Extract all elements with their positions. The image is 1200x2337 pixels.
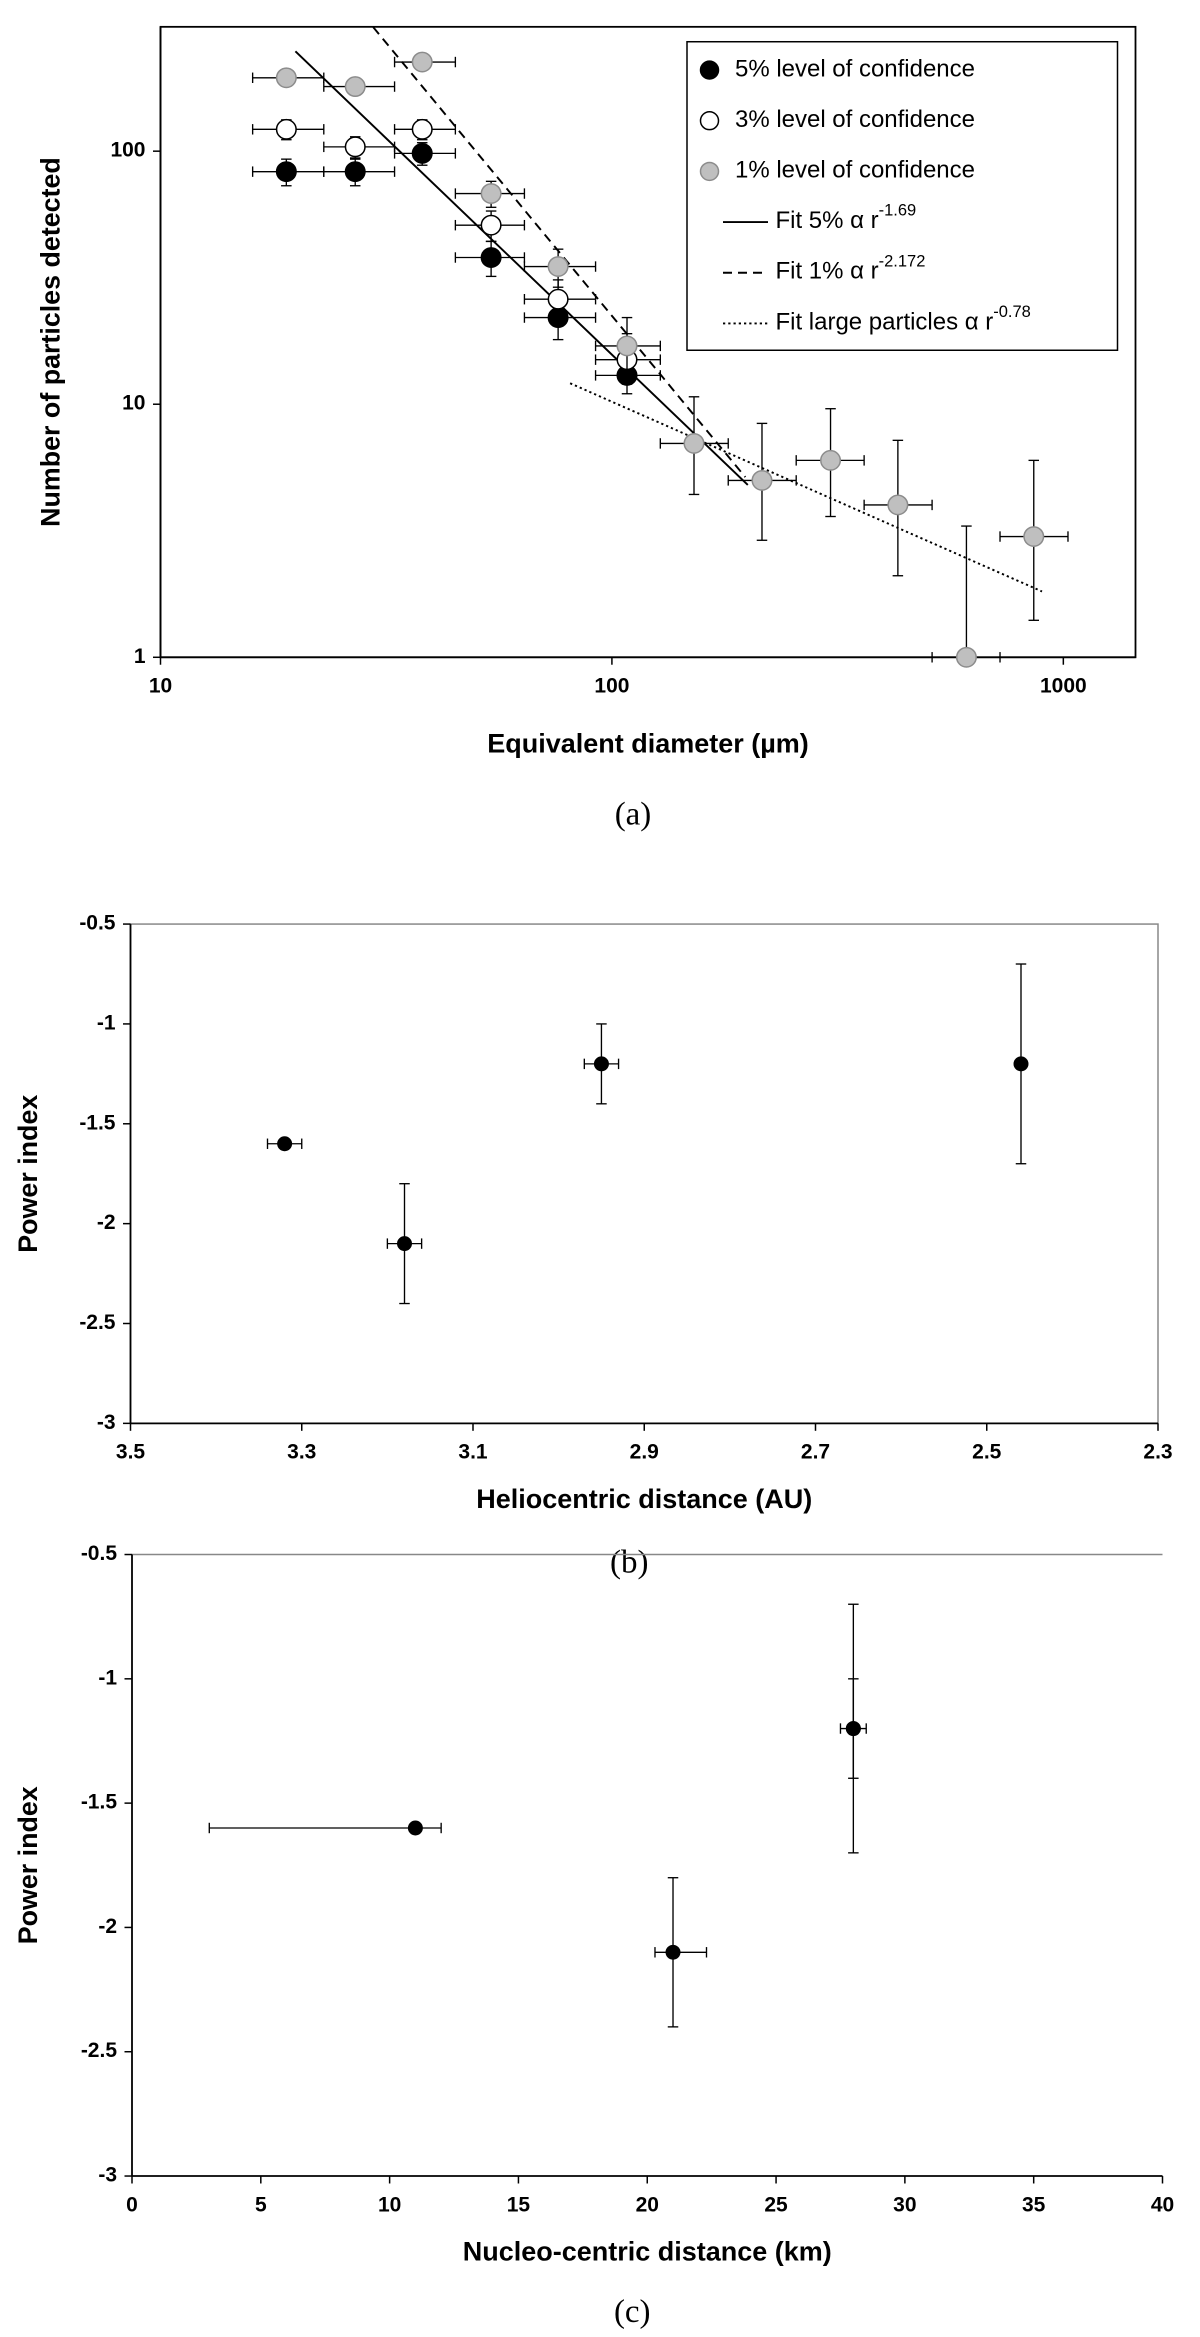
- data-point: [593, 1056, 609, 1072]
- legend-marker: [699, 161, 720, 182]
- data-point: [845, 1721, 861, 1736]
- data-point: [820, 449, 842, 471]
- legend-box: [686, 40, 1119, 351]
- x-tick-label: 20: [636, 2193, 659, 2216]
- legend-exponent: -2.172: [879, 253, 926, 271]
- legend-label-text: Fit 1% α r: [776, 258, 879, 285]
- data-point: [887, 494, 909, 516]
- data-point: [275, 161, 297, 183]
- caption: (c): [614, 2294, 651, 2330]
- y-tick-label: 100: [110, 139, 145, 162]
- x-tick-label: 3.3: [287, 1441, 316, 1464]
- data-point: [547, 288, 569, 310]
- data-point: [616, 335, 638, 357]
- data-point: [411, 118, 433, 140]
- x-tick-label: 35: [1022, 2193, 1046, 2216]
- data-point: [275, 118, 297, 140]
- data-point: [1023, 526, 1045, 547]
- legend-label: 5% level of confidence: [735, 55, 975, 82]
- y-tick-label: -2: [97, 1211, 116, 1234]
- y-tick-label: -2.5: [79, 1311, 116, 1334]
- y-axis-label: Number of particles detected: [36, 157, 66, 527]
- data-point: [751, 469, 773, 491]
- y-tick-label: 1: [134, 645, 146, 668]
- x-tick-label: 1000: [1040, 675, 1087, 698]
- legend-label: Fit 5% α r-1.69: [776, 202, 917, 234]
- x-axis-label: Nucleo-centric distance (km): [463, 2237, 832, 2267]
- plot-frame: [129, 923, 1159, 1425]
- data-point: [344, 161, 366, 183]
- y-tick-label: 10: [122, 392, 145, 415]
- legend-exponent: -0.78: [993, 303, 1031, 321]
- x-tick-label: 5: [255, 2193, 267, 2216]
- x-tick-label: 2.9: [630, 1441, 659, 1464]
- legend-label: 1% level of confidence: [735, 157, 975, 184]
- x-tick-label: 0: [126, 2193, 138, 2216]
- fit-line: [294, 50, 749, 486]
- data-point: [344, 136, 366, 158]
- data-point: [955, 646, 977, 668]
- x-tick-label: 2.5: [972, 1441, 1002, 1464]
- legend-label-text: Fit large particles α r: [776, 309, 994, 336]
- y-tick-label: -3: [97, 1411, 116, 1434]
- x-tick-label: 3.1: [458, 1441, 488, 1464]
- x-tick-label: 100: [594, 675, 629, 698]
- fit-line: [569, 382, 1043, 593]
- data-point: [665, 1944, 681, 1960]
- legend-marker: [699, 60, 720, 80]
- y-axis-label: Power index: [13, 1786, 43, 1944]
- x-tick-label: 30: [893, 2193, 916, 2216]
- data-point: [547, 256, 569, 277]
- x-tick-label: 2.7: [801, 1441, 830, 1464]
- fit-line: [372, 26, 747, 478]
- caption: (b): [610, 1545, 648, 1581]
- data-point: [407, 1820, 423, 1836]
- data-point: [275, 67, 297, 89]
- x-tick-label: 2.3: [1143, 1441, 1172, 1464]
- data-point: [411, 142, 433, 164]
- legend-label: Fit large particles α r-0.78: [776, 303, 1031, 335]
- x-axis-label: Equivalent diameter (µm): [487, 728, 809, 758]
- x-tick-label: 15: [507, 2193, 531, 2216]
- x-axis-label: Heliocentric distance (AU): [476, 1484, 812, 1514]
- data-point: [480, 247, 502, 268]
- data-point: [683, 432, 705, 454]
- legend-label: 3% level of confidence: [735, 106, 975, 133]
- y-tick-label: -1: [97, 1011, 116, 1034]
- y-tick-label: -0.5: [79, 912, 116, 935]
- caption: (a): [615, 796, 652, 832]
- y-tick-label: -3: [98, 2164, 117, 2187]
- legend-exponent: -1.69: [879, 202, 917, 220]
- data-point: [480, 183, 502, 204]
- x-tick-label: 25: [764, 2193, 788, 2216]
- y-tick-label: -2.5: [81, 2039, 118, 2062]
- x-tick-label: 10: [149, 675, 172, 698]
- y-axis-label: Power index: [13, 1095, 43, 1253]
- data-point: [1013, 1056, 1029, 1072]
- legend-label: Fit 1% α r-2.172: [776, 253, 926, 285]
- data-point: [411, 51, 433, 73]
- data-point: [277, 1136, 293, 1152]
- data-point: [344, 76, 366, 98]
- legend-marker: [699, 111, 720, 131]
- x-tick-label: 3.5: [116, 1441, 146, 1464]
- y-tick-label: -1.5: [81, 1791, 118, 1814]
- y-tick-label: -0.5: [81, 1542, 118, 1565]
- data-point: [480, 214, 502, 236]
- legend-label-text: Fit 5% α r: [776, 207, 879, 234]
- x-tick-label: 10: [378, 2193, 401, 2216]
- y-tick-label: -1: [98, 1666, 117, 1689]
- y-tick-label: -1.5: [79, 1111, 116, 1134]
- x-tick-label: 40: [1151, 2193, 1174, 2216]
- y-tick-label: -2: [98, 1915, 117, 1938]
- data-point: [396, 1236, 412, 1252]
